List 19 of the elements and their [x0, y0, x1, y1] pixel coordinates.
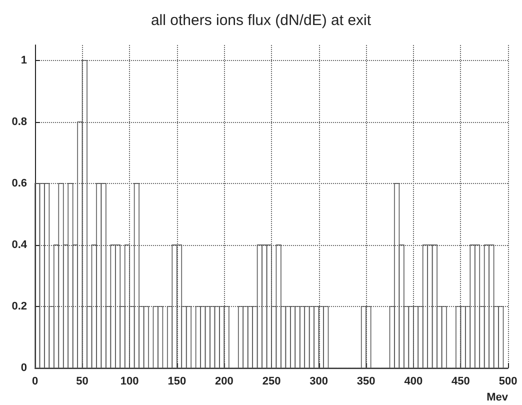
x-tick-label: 350	[356, 376, 376, 388]
x-tick-label: 250	[262, 376, 281, 388]
x-tick-label: 300	[310, 376, 328, 388]
x-tick-label: 450	[452, 376, 470, 388]
x-tick-label: 100	[120, 376, 139, 388]
x-axis-title: Mev	[486, 392, 509, 404]
x-tick-label: 50	[76, 376, 88, 388]
y-tick-label: 1	[20, 54, 27, 66]
x-tick-label: 200	[215, 376, 234, 388]
y-tick-label: 0	[20, 362, 27, 374]
y-tick-label: 0.2	[12, 300, 27, 312]
y-tick-label: 0.8	[12, 116, 27, 128]
y-tick-label: 0.4	[12, 238, 28, 251]
x-tick-label: 400	[404, 376, 423, 388]
y-tick-label: 0.6	[12, 177, 27, 190]
x-tick-label: 150	[168, 376, 186, 388]
chart-title: all others ions flux (dN/dE) at exit	[150, 12, 372, 29]
x-tick-label: 500	[498, 376, 518, 388]
x-tick-label: 0	[32, 376, 38, 388]
